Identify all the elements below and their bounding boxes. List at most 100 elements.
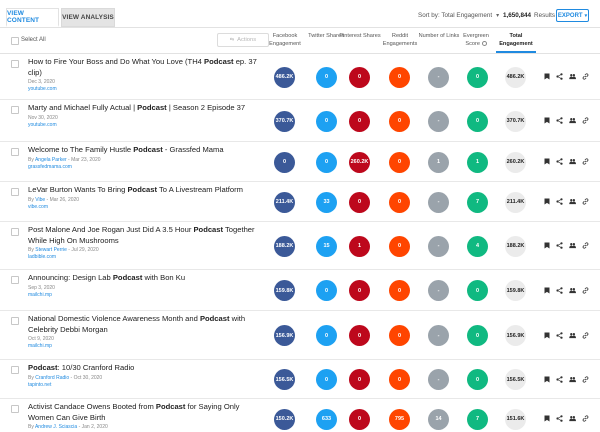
share-icon[interactable] [556,375,563,383]
share-icon[interactable] [556,242,563,249]
column-total-engagement[interactable]: Total Engagement [499,33,533,47]
evergreen-label: Evergreen Score [463,33,489,47]
column-reddit-engagements[interactable]: Reddit Engagements [382,33,418,47]
backlinks-icon[interactable] [582,117,589,124]
table-row[interactable]: National Domestic Violence Awareness Mon… [0,311,600,360]
view-sharers-icon[interactable] [569,332,576,339]
evergreen-score-metric: 4 [467,235,488,257]
source-domain[interactable]: grassfedmama.com [28,163,72,170]
article-title[interactable]: Welcome to The Family Hustle Podcast - G… [28,145,260,156]
bookmark-icon[interactable] [543,158,550,165]
facebook-engagement-metric: 370.7K [274,110,295,132]
backlinks-icon[interactable] [582,286,589,294]
column-pinterest-shares[interactable]: Pinterest Shares [339,33,381,39]
row-checkbox[interactable] [11,188,19,196]
row-checkbox[interactable] [11,276,19,284]
bookmark-icon[interactable] [543,376,550,383]
row-checkbox[interactable] [11,148,19,156]
tab-view-content[interactable]: VIEW CONTENT [6,8,59,27]
column-facebook-engagement[interactable]: Facebook Engagement [269,33,301,47]
select-all-checkbox[interactable] [11,37,19,45]
author-link[interactable]: Angela Parker [34,156,67,163]
title-text: Together While High On Mushrooms [28,225,255,245]
row-checkbox[interactable] [11,366,19,374]
source-domain[interactable]: mailchi.mp [28,291,52,298]
total-engagement-metric: 370.7K [505,110,526,132]
source-domain[interactable]: youtube.com [28,86,57,92]
backlinks-icon[interactable] [582,73,589,80]
row-actions [543,73,589,80]
row-checkbox[interactable] [11,317,19,325]
article-title[interactable]: LeVar Burton Wants To Bring Podcast To A… [28,185,260,196]
tab-view-analysis[interactable]: VIEW ANALYSIS [61,8,115,27]
row-checkbox[interactable] [11,106,19,114]
backlinks-icon[interactable] [582,198,589,205]
table-row[interactable]: Activist Candace Owens Booted from Podca… [0,399,600,432]
view-sharers-icon[interactable] [569,376,576,383]
article-title[interactable]: National Domestic Violence Awareness Mon… [28,314,260,335]
table-row[interactable]: LeVar Burton Wants To Bring Podcast To A… [0,182,600,222]
row-checkbox[interactable] [11,405,19,413]
backlinks-icon[interactable] [582,415,589,422]
bookmark-icon[interactable] [543,242,550,249]
row-checkbox[interactable] [11,228,19,236]
view-sharers-icon[interactable] [569,242,576,249]
table-row[interactable]: Post Malone And Joe Rogan Just Did A 3.5… [0,222,600,270]
article-title[interactable]: Podcast: 10/30 Cranford Radio [28,363,260,374]
total-engagement-metric: 156.5K [505,369,526,390]
view-sharers-icon[interactable] [569,73,576,80]
table-row[interactable]: How to Fire Your Boss and Do What You Lo… [0,54,600,100]
article-title[interactable]: How to Fire Your Boss and Do What You Lo… [28,57,260,78]
article-title[interactable]: Announcing: Design Lab Podcast with Bon … [28,273,260,284]
table-row[interactable]: Announcing: Design Lab Podcast with Bon … [0,270,600,311]
share-icon[interactable] [556,73,563,80]
article-title[interactable]: Marty and Michael Fully Actual | Podcast… [28,103,260,114]
author-link[interactable]: Cranford Radio [35,374,70,381]
share-icon[interactable] [556,158,563,165]
author-link[interactable]: Andrew J. Sciascia [34,424,78,430]
source-domain[interactable]: ladbible.com [28,254,57,260]
info-icon[interactable] [481,41,487,47]
view-sharers-icon[interactable] [569,117,576,124]
actions-button[interactable]: ⇆ Actions [217,33,269,47]
source-domain[interactable]: tapinto.net [28,381,52,388]
author-link[interactable]: Vibe [35,196,46,203]
source-domain[interactable]: youtube.com [28,121,57,128]
share-icon[interactable] [556,331,563,339]
share-icon[interactable] [556,286,563,294]
backlinks-icon[interactable] [582,158,589,165]
bookmark-icon[interactable] [543,415,550,422]
column-twitter-shares[interactable]: Twitter Shares [308,33,344,39]
backlinks-icon[interactable] [582,331,589,339]
article-title[interactable]: Activist Candace Owens Booted from Podca… [28,402,260,423]
share-icon[interactable] [556,415,563,422]
bookmark-icon[interactable] [543,287,550,294]
bookmark-icon[interactable] [543,117,550,124]
table-row[interactable]: Podcast: 10/30 Cranford Radio By Cranford… [0,360,600,399]
author-link[interactable]: Stewart Perrie [35,247,67,253]
table-row[interactable]: Welcome to The Family Hustle Podcast - G… [0,142,600,182]
view-sharers-icon[interactable] [569,198,576,205]
byline-prefix: By [28,247,36,253]
table-row[interactable]: Marty and Michael Fully Actual | Podcast… [0,100,600,142]
backlinks-icon[interactable] [582,242,589,249]
view-sharers-icon[interactable] [569,287,576,294]
article-title[interactable]: Post Malone And Joe Rogan Just Did A 3.5… [28,225,260,246]
source-domain[interactable]: vibe.com [28,203,49,210]
export-button[interactable]: EXPORT ▾ [556,9,589,22]
bookmark-icon[interactable] [543,73,550,80]
source-domain[interactable]: mailchi.mp [28,343,52,349]
title-text: Post Malone And Joe Rogan Just Did A 3.5… [28,225,194,234]
share-icon[interactable] [556,198,563,205]
column-evergreen-score[interactable]: Evergreen Score [456,32,496,48]
sort-by-label: Sort by: Total Engagement [418,12,493,19]
sort-by-dropdown[interactable]: Sort by: Total Engagement ▾ [418,12,499,19]
column-number-of-links[interactable]: Number of Links [418,33,460,39]
bookmark-icon[interactable] [543,332,550,339]
bookmark-icon[interactable] [543,198,550,205]
view-sharers-icon[interactable] [569,158,576,165]
share-icon[interactable] [556,117,563,124]
backlinks-icon[interactable] [582,375,589,383]
view-sharers-icon[interactable] [569,415,576,422]
row-checkbox[interactable] [11,60,19,68]
